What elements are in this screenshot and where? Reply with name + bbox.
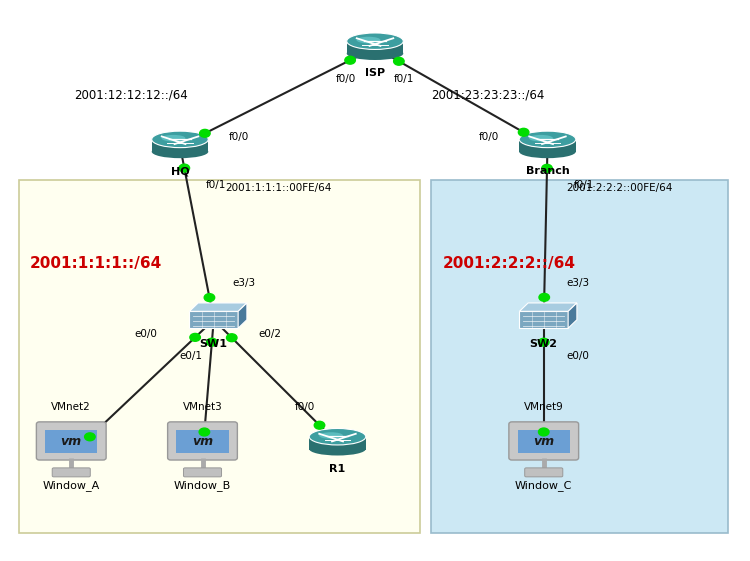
Polygon shape <box>189 311 238 328</box>
Text: vm: vm <box>533 435 554 448</box>
Text: 2001:2:2:2::00FE/64: 2001:2:2:2::00FE/64 <box>566 183 673 193</box>
Ellipse shape <box>356 36 380 43</box>
FancyBboxPatch shape <box>519 139 576 153</box>
Text: 2001:23:23:23::/64: 2001:23:23:23::/64 <box>430 89 544 102</box>
Text: 2001:12:12:12::/64: 2001:12:12:12::/64 <box>74 89 188 102</box>
Text: f0/1: f0/1 <box>394 73 414 84</box>
Text: Window_A: Window_A <box>43 480 100 491</box>
Text: f0/1: f0/1 <box>206 180 226 190</box>
FancyBboxPatch shape <box>53 468 90 477</box>
Circle shape <box>314 421 325 429</box>
Text: R1: R1 <box>329 464 346 473</box>
Circle shape <box>226 334 237 342</box>
FancyBboxPatch shape <box>509 422 579 460</box>
Text: VMnet3: VMnet3 <box>183 402 222 412</box>
FancyBboxPatch shape <box>184 468 221 477</box>
Text: f0/0: f0/0 <box>336 73 356 84</box>
Ellipse shape <box>346 47 404 60</box>
Text: f0/0: f0/0 <box>229 132 249 142</box>
Text: VMnet2: VMnet2 <box>51 402 92 412</box>
Text: Window_B: Window_B <box>174 480 231 491</box>
FancyBboxPatch shape <box>176 430 229 453</box>
Text: HQ: HQ <box>171 167 189 176</box>
Text: vm: vm <box>61 435 82 448</box>
Polygon shape <box>238 303 247 328</box>
Circle shape <box>190 333 200 341</box>
Text: e0/0: e0/0 <box>566 351 590 361</box>
FancyBboxPatch shape <box>152 139 208 153</box>
Text: e0/1: e0/1 <box>179 351 203 361</box>
Text: e3/3: e3/3 <box>566 278 590 288</box>
Circle shape <box>204 293 214 301</box>
Text: e0/2: e0/2 <box>259 329 282 339</box>
FancyBboxPatch shape <box>45 430 98 453</box>
Text: 2001:1:1:1::00FE/64: 2001:1:1:1::00FE/64 <box>225 183 332 193</box>
Polygon shape <box>519 303 577 311</box>
Ellipse shape <box>519 145 576 158</box>
Text: f0/1: f0/1 <box>574 180 594 190</box>
Circle shape <box>538 338 549 346</box>
Ellipse shape <box>319 432 343 439</box>
Ellipse shape <box>161 135 185 141</box>
Circle shape <box>179 164 190 172</box>
Text: SW2: SW2 <box>530 339 558 350</box>
Ellipse shape <box>529 135 553 141</box>
Ellipse shape <box>152 145 208 158</box>
Text: SW1: SW1 <box>200 339 228 350</box>
FancyBboxPatch shape <box>309 436 366 450</box>
Text: f0/0: f0/0 <box>478 132 499 142</box>
FancyBboxPatch shape <box>19 180 420 533</box>
Text: ISP: ISP <box>365 68 385 78</box>
Circle shape <box>85 433 95 441</box>
Text: e0/0: e0/0 <box>134 329 158 339</box>
FancyBboxPatch shape <box>431 180 728 533</box>
FancyBboxPatch shape <box>36 422 106 460</box>
Polygon shape <box>189 303 247 311</box>
Text: f0/0: f0/0 <box>295 402 315 412</box>
Ellipse shape <box>309 443 366 456</box>
Text: VMnet9: VMnet9 <box>524 402 564 412</box>
FancyBboxPatch shape <box>525 468 562 477</box>
Polygon shape <box>519 311 568 328</box>
Circle shape <box>542 164 552 172</box>
Circle shape <box>199 428 209 436</box>
Text: 2001:2:2:2::/64: 2001:2:2:2::/64 <box>442 256 575 271</box>
Text: Branch: Branch <box>526 167 569 176</box>
Circle shape <box>207 338 218 346</box>
FancyBboxPatch shape <box>168 422 237 460</box>
Text: 2001:1:1:1::/64: 2001:1:1:1::/64 <box>30 256 162 271</box>
FancyBboxPatch shape <box>346 41 404 54</box>
Circle shape <box>200 130 210 137</box>
Circle shape <box>538 428 549 436</box>
Ellipse shape <box>346 33 404 49</box>
Text: e3/3: e3/3 <box>232 278 256 288</box>
Ellipse shape <box>152 131 208 148</box>
Circle shape <box>518 128 529 136</box>
Text: vm: vm <box>192 435 213 448</box>
Ellipse shape <box>519 131 576 148</box>
Ellipse shape <box>309 429 366 445</box>
Text: Window_C: Window_C <box>515 480 572 491</box>
Polygon shape <box>568 303 577 328</box>
Circle shape <box>539 293 550 301</box>
Circle shape <box>394 57 404 65</box>
Circle shape <box>345 56 355 64</box>
FancyBboxPatch shape <box>518 430 570 453</box>
